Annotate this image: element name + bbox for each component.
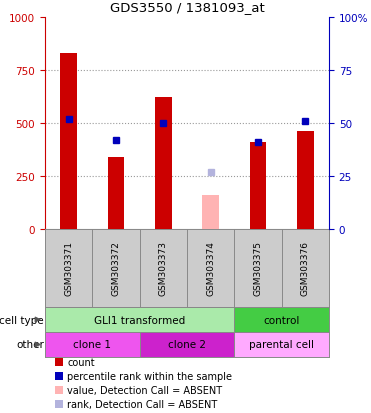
- Title: GDS3550 / 1381093_at: GDS3550 / 1381093_at: [109, 1, 265, 14]
- Bar: [203, 196, 219, 230]
- Text: count: count: [67, 357, 95, 367]
- Bar: [297, 132, 313, 230]
- Text: cell type: cell type: [0, 315, 44, 325]
- Text: GSM303371: GSM303371: [64, 241, 73, 296]
- Text: rank, Detection Call = ABSENT: rank, Detection Call = ABSENT: [67, 399, 217, 409]
- Bar: [139, 332, 234, 357]
- Bar: [155, 97, 172, 230]
- Bar: [45, 332, 139, 357]
- Text: GSM303373: GSM303373: [159, 241, 168, 296]
- Bar: [234, 332, 329, 357]
- Text: clone 1: clone 1: [73, 339, 111, 350]
- Bar: [45, 307, 234, 332]
- Text: parental cell: parental cell: [249, 339, 314, 350]
- Text: other: other: [16, 339, 44, 350]
- Bar: [108, 157, 124, 230]
- Text: control: control: [263, 315, 300, 325]
- Text: value, Detection Call = ABSENT: value, Detection Call = ABSENT: [67, 385, 222, 395]
- Text: GSM303376: GSM303376: [301, 241, 310, 296]
- Text: GLI1 transformed: GLI1 transformed: [94, 315, 185, 325]
- Text: clone 2: clone 2: [168, 339, 206, 350]
- Text: percentile rank within the sample: percentile rank within the sample: [67, 371, 232, 381]
- Bar: [234, 307, 329, 332]
- Text: GSM303372: GSM303372: [112, 241, 121, 296]
- Bar: [60, 54, 77, 230]
- Bar: [250, 143, 266, 230]
- Text: GSM303374: GSM303374: [206, 241, 215, 296]
- Text: GSM303375: GSM303375: [253, 241, 263, 296]
